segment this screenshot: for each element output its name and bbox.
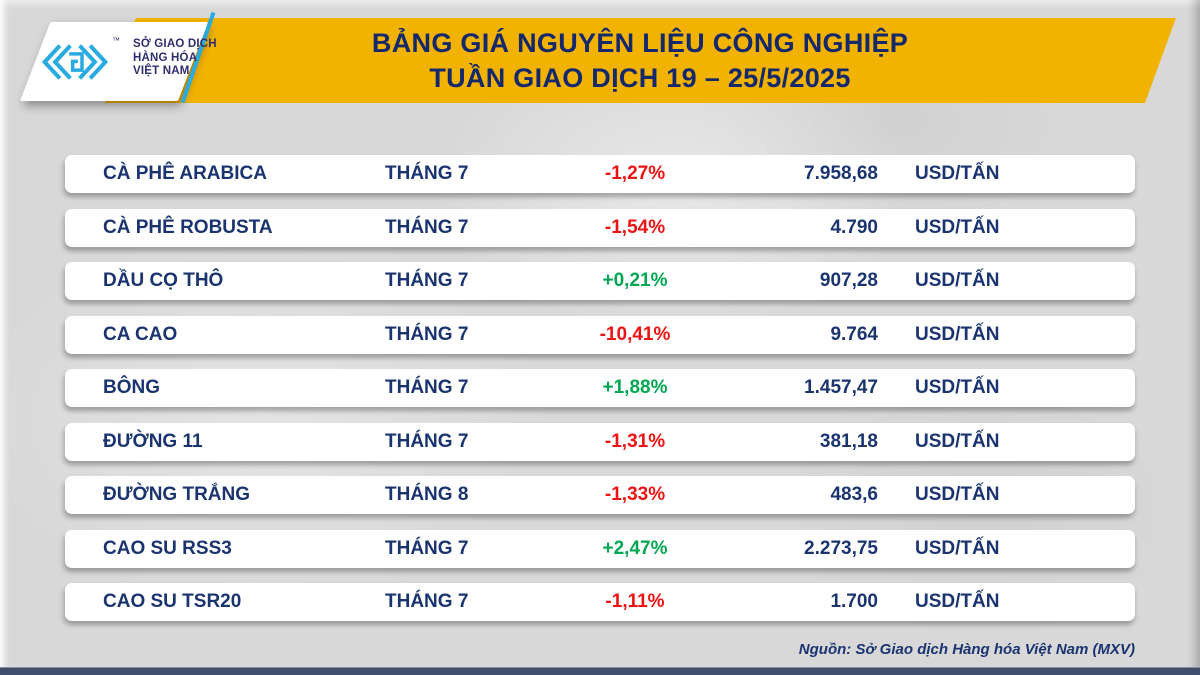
change-percent: -1,54% [604,216,666,238]
logo-org-name: SỞ GIAO DỊCH HÀNG HÓA VIỆT NAM [133,38,217,79]
price-unit: USD/TẤN [915,537,1000,559]
commodity-name: ĐƯỜNG 11 [103,430,203,452]
table-row: CÀ PHÊ ROBUSTA THÁNG 7 -1,54% 4.790 USD/… [65,208,1135,247]
page-title-line2: TUẦN GIAO DỊCH 19 – 25/5/2025 [429,63,851,93]
price-unit: USD/TẤN [915,323,1000,345]
price-unit: USD/TẤN [915,216,1000,238]
change-percent: -1,33% [604,484,666,505]
commodity-name: DẦU CỌ THÔ [103,270,224,291]
table-row: CAO SU RSS3 THÁNG 7 +2,47% 2.273,75 USD/… [65,529,1135,568]
table-row: CAO SU TSR20 THÁNG 7 -1,11% 1.700 USD/TẤ… [65,583,1135,621]
price-value: 9.764 [830,323,878,345]
contract-month: THÁNG 7 [385,430,469,452]
table-row: CÀ PHÊ ARABICA THÁNG 7 -1,27% 7.958,68 U… [65,155,1135,193]
price-unit: USD/TẤN [915,163,1000,184]
commodity-name: BÔNG [103,377,160,398]
page-title-line1: BẢNG GIÁ NGUYÊN LIỆU CÔNG NGHIỆP [371,28,909,58]
price-unit: USD/TẤN [915,484,1000,505]
logo-org-line2: HÀNG HÓA [133,51,198,64]
logo-org-line3: VIỆT NAM [133,65,190,77]
price-value: 381,18 [819,430,878,452]
commodity-name: CA CAO [103,323,178,345]
contract-month: THÁNG 7 [385,323,469,345]
change-percent: +1,88% [602,377,668,398]
commodity-name: ĐƯỜNG TRẮNG [103,484,251,505]
change-percent: +2,47% [602,537,668,559]
source-credit: Nguồn: Sở Giao dịch Hàng hóa Việt Nam (M… [798,641,1135,658]
logo-org-line1: SỞ GIAO DỊCH [133,38,217,50]
page-title: BẢNG GIÁ NGUYÊN LIỆU CÔNG NGHIỆP TUẦN GI… [150,26,1130,96]
commodity-name: CÀ PHÊ ARABICA [103,163,267,184]
change-percent: -1,31% [604,430,666,452]
price-unit: USD/TẤN [915,377,1000,398]
price-value: 1.700 [830,591,878,612]
price-table: CÀ PHÊ ARABICA THÁNG 7 -1,27% 7.958,68 U… [65,155,1135,637]
commodity-name: CÀ PHÊ ROBUSTA [103,216,273,238]
change-percent: +0,21% [602,270,668,291]
contract-month: THÁNG 7 [385,591,469,612]
contract-month: THÁNG 7 [385,537,469,559]
table-row: ĐƯỜNG TRẮNG THÁNG 8 -1,33% 483,6 USD/TẤN [65,476,1135,514]
bottom-accent-bar [0,667,1200,675]
price-value: 907,28 [819,270,878,291]
price-value: 1.457,47 [804,377,878,398]
commodity-name: CAO SU RSS3 [103,537,232,559]
table-row: BÔNG THÁNG 7 +1,88% 1.457,47 USD/TẤN [65,369,1135,407]
change-percent: -1,27% [604,163,666,184]
trademark-symbol: ™ [112,36,120,45]
contract-month: THÁNG 7 [385,216,469,238]
price-value: 2.273,75 [804,537,878,559]
change-percent: -1,11% [605,591,665,612]
table-row: CA CAO THÁNG 7 -10,41% 9.764 USD/TẤN [65,315,1135,354]
table-row: ĐƯỜNG 11 THÁNG 7 -1,31% 381,18 USD/TẤN [65,422,1135,461]
price-value: 483,6 [830,484,878,505]
price-value: 4.790 [830,216,878,238]
contract-month: THÁNG 7 [385,377,469,398]
contract-month: THÁNG 7 [385,163,469,184]
price-unit: USD/TẤN [915,270,1000,291]
contract-month: THÁNG 8 [385,484,469,505]
price-unit: USD/TẤN [915,430,1000,452]
mxv-chevron-logo-icon [41,44,109,80]
price-value: 7.958,68 [804,163,878,184]
change-percent: -10,41% [599,323,671,345]
commodity-name: CAO SU TSR20 [103,591,242,612]
price-unit: USD/TẤN [915,591,1000,612]
table-row: DẦU CỌ THÔ THÁNG 7 +0,21% 907,28 USD/TẤN [65,262,1135,300]
contract-month: THÁNG 7 [385,270,469,291]
